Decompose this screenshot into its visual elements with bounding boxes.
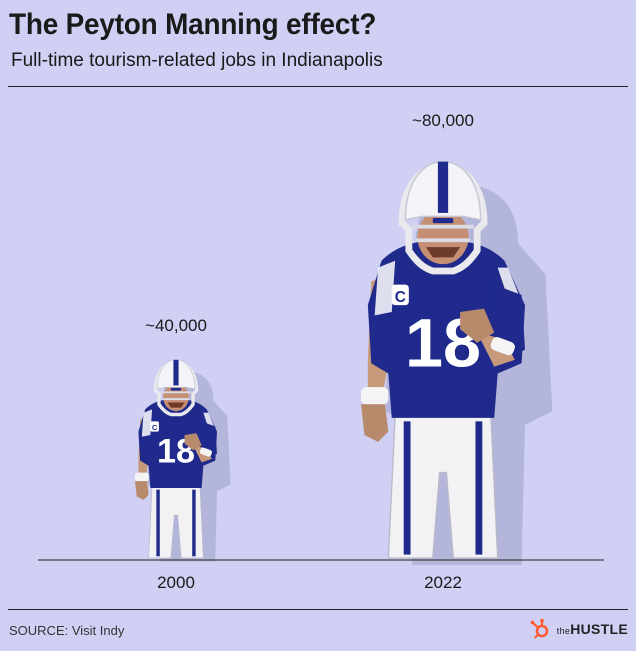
bottom-divider bbox=[8, 609, 628, 610]
chart-title: The Peyton Manning effect? bbox=[9, 8, 377, 41]
category-label-2022: 2022 bbox=[424, 573, 462, 592]
player-figure-2000 bbox=[133, 358, 233, 564]
chart-subtitle: Full-time tourism-related jobs in Indian… bbox=[11, 50, 383, 71]
top-divider bbox=[8, 86, 628, 87]
source-note: SOURCE: Visit Indy bbox=[9, 623, 125, 638]
brand-prefix: the bbox=[556, 626, 571, 636]
chart-area: 18 C ~40,000~80,000 2000 2022 bbox=[38, 111, 604, 592]
hubspot-sprocket-icon bbox=[530, 618, 549, 639]
player-figure-2022 bbox=[361, 162, 552, 565]
hustle-logo: theHUSTLE bbox=[529, 618, 628, 640]
category-label-2000: 2000 bbox=[157, 573, 195, 592]
value-label-2000: ~40,000 bbox=[145, 316, 207, 335]
value-label-2022: ~80,000 bbox=[412, 111, 474, 130]
brand-name: HUSTLE bbox=[570, 621, 628, 637]
brand-wordmark: theHUSTLE bbox=[557, 621, 628, 637]
